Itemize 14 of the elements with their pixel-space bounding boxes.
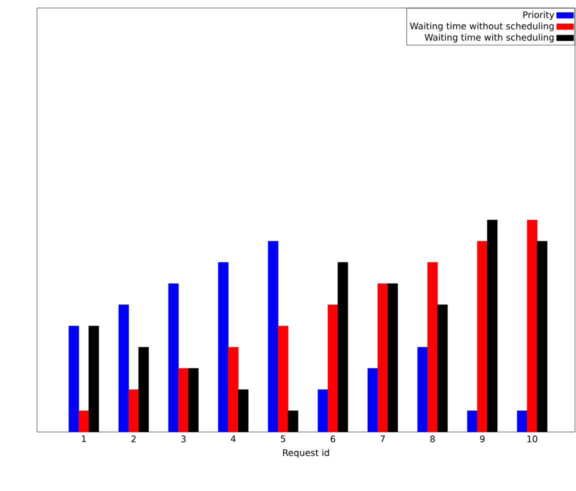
legend-label: Waiting time without scheduling: [410, 22, 554, 32]
x-tick-label: 1: [82, 436, 86, 442]
x-tick-label: 10: [527, 436, 538, 442]
x-tick-label: 5: [280, 436, 286, 442]
x-tick-label: 8: [430, 436, 435, 442]
legend-label: Waiting time with scheduling: [424, 34, 554, 42]
x-tick-label: 2: [131, 436, 136, 442]
x-tick-label: 4: [230, 436, 236, 442]
x-tick-label: 9: [480, 436, 485, 442]
legend-label: Priority: [523, 11, 554, 20]
x-tick-label: 3: [181, 436, 186, 442]
x-tick-label: 6: [330, 436, 336, 442]
x-tick-label: 7: [380, 436, 385, 442]
x-axis-title: Request id: [283, 449, 329, 458]
